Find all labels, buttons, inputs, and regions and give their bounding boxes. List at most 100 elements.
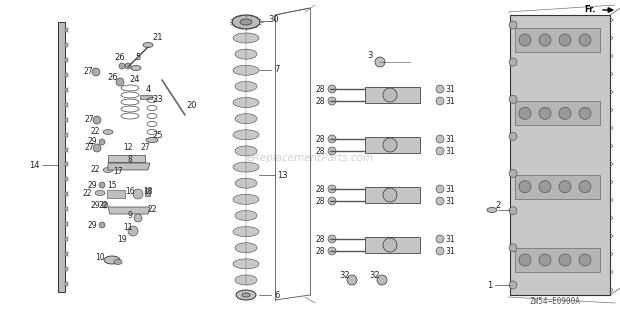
Text: 23: 23	[153, 95, 163, 105]
Text: 28: 28	[315, 234, 325, 244]
Text: 1: 1	[487, 281, 493, 289]
Bar	[515, 248, 600, 272]
Polygon shape	[108, 155, 145, 162]
Ellipse shape	[131, 65, 141, 70]
Text: 32: 32	[370, 270, 380, 279]
Circle shape	[328, 185, 336, 193]
Bar	[65, 207, 68, 211]
Text: 22: 22	[82, 189, 92, 198]
Circle shape	[579, 34, 591, 46]
Circle shape	[133, 189, 143, 199]
Bar	[65, 222, 68, 226]
Text: 10: 10	[95, 253, 105, 263]
Bar	[65, 28, 68, 32]
Text: 22: 22	[91, 166, 100, 174]
Circle shape	[377, 275, 387, 285]
Polygon shape	[365, 187, 420, 203]
Ellipse shape	[95, 191, 105, 196]
Bar	[65, 133, 68, 137]
Ellipse shape	[233, 227, 259, 237]
Ellipse shape	[233, 162, 259, 172]
Polygon shape	[365, 137, 420, 153]
Text: 7: 7	[274, 65, 280, 75]
Circle shape	[539, 34, 551, 46]
Ellipse shape	[143, 42, 153, 47]
Circle shape	[328, 135, 336, 143]
Text: 29: 29	[87, 180, 97, 190]
Circle shape	[134, 214, 142, 222]
Bar	[65, 177, 68, 181]
Circle shape	[519, 34, 531, 46]
Ellipse shape	[146, 137, 158, 143]
Polygon shape	[365, 87, 420, 103]
Ellipse shape	[235, 275, 257, 285]
Ellipse shape	[235, 49, 257, 59]
Circle shape	[328, 97, 336, 105]
Circle shape	[559, 107, 571, 119]
Circle shape	[383, 88, 397, 102]
Circle shape	[436, 235, 444, 243]
Text: 28: 28	[315, 96, 325, 106]
Text: 27: 27	[84, 143, 94, 153]
Text: Fr.: Fr.	[585, 5, 596, 15]
Circle shape	[559, 254, 571, 266]
Text: 27: 27	[84, 116, 94, 125]
Text: 16: 16	[125, 187, 135, 197]
Bar	[65, 88, 68, 92]
Circle shape	[559, 34, 571, 46]
Text: 20: 20	[187, 100, 197, 110]
Text: 28: 28	[315, 147, 325, 155]
Text: 12: 12	[123, 143, 133, 153]
Text: 11: 11	[123, 222, 133, 232]
Circle shape	[128, 226, 138, 236]
Circle shape	[347, 275, 357, 285]
Ellipse shape	[103, 167, 113, 173]
Text: 29: 29	[87, 137, 97, 147]
Circle shape	[383, 238, 397, 252]
Text: 14: 14	[29, 161, 39, 169]
Bar	[65, 103, 68, 107]
Circle shape	[436, 247, 444, 255]
Circle shape	[509, 281, 517, 289]
Ellipse shape	[232, 15, 260, 29]
Text: 28: 28	[315, 84, 325, 94]
Circle shape	[519, 254, 531, 266]
Text: 24: 24	[130, 76, 140, 84]
Circle shape	[539, 254, 551, 266]
Circle shape	[579, 254, 591, 266]
Bar	[65, 192, 68, 196]
Bar	[107, 190, 125, 198]
Circle shape	[436, 85, 444, 93]
Bar	[65, 267, 68, 271]
Ellipse shape	[235, 210, 257, 221]
Polygon shape	[108, 163, 150, 170]
Ellipse shape	[235, 243, 257, 253]
Circle shape	[328, 147, 336, 155]
Text: 22: 22	[98, 200, 108, 210]
Bar	[65, 148, 68, 152]
Circle shape	[92, 68, 100, 76]
Circle shape	[539, 181, 551, 193]
Circle shape	[509, 132, 517, 140]
Ellipse shape	[235, 82, 257, 91]
Bar	[65, 252, 68, 256]
Circle shape	[579, 107, 591, 119]
Ellipse shape	[233, 194, 259, 204]
Circle shape	[383, 138, 397, 152]
Ellipse shape	[233, 98, 259, 107]
Bar	[65, 282, 68, 286]
Circle shape	[509, 244, 517, 252]
Circle shape	[509, 21, 517, 29]
Text: 27: 27	[83, 68, 93, 76]
Circle shape	[99, 139, 105, 145]
Text: 31: 31	[445, 96, 455, 106]
Text: 31: 31	[445, 135, 455, 143]
Text: 31: 31	[445, 84, 455, 94]
Circle shape	[509, 170, 517, 178]
Bar	[515, 175, 600, 199]
Text: 31: 31	[445, 147, 455, 155]
Text: 27: 27	[140, 143, 150, 153]
Circle shape	[436, 197, 444, 205]
Ellipse shape	[233, 259, 259, 269]
Circle shape	[119, 63, 125, 69]
